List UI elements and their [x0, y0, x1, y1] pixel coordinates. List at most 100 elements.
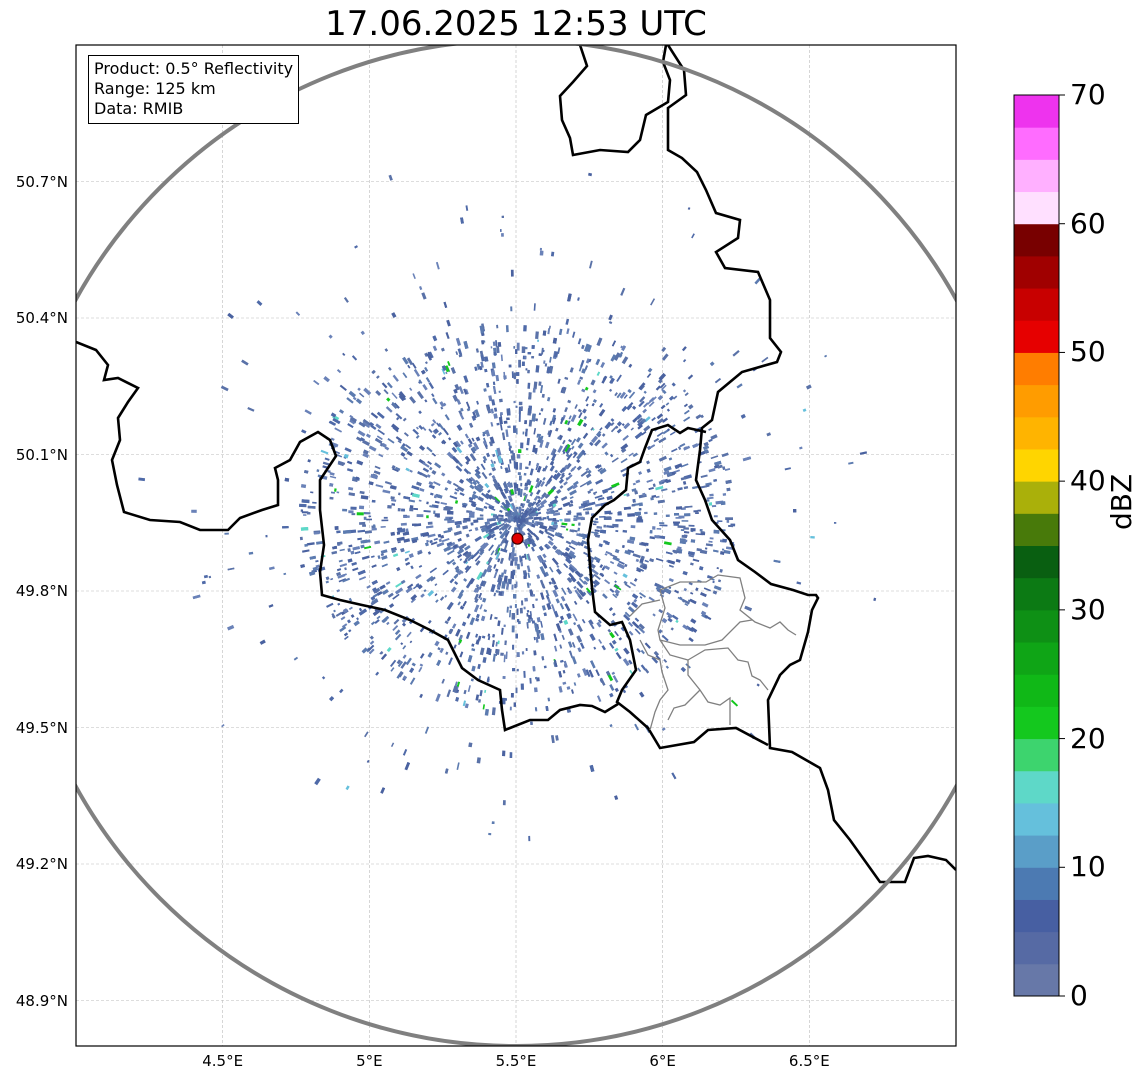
echo-pixel: [610, 418, 615, 422]
echo-pixel: [495, 525, 500, 530]
echo-pixel: [418, 379, 423, 384]
echo-pixel: [540, 633, 545, 641]
echo-pixel: [462, 700, 467, 707]
echo-pixel: [426, 501, 429, 505]
echo-pixel: [425, 361, 428, 365]
echo-pixel: [473, 410, 477, 414]
echo-pixel: [569, 496, 574, 500]
echo-pixel: [612, 612, 616, 617]
echo-pixel: [609, 560, 615, 565]
echo-pixel: [643, 425, 651, 432]
echo-pixel: [341, 623, 348, 628]
echo-pixel: [594, 534, 601, 538]
echo-pixel: [447, 558, 455, 565]
echo-pixel: [623, 647, 630, 655]
echo-pixel: [448, 437, 452, 441]
echo-pixel: [431, 393, 435, 398]
echo-pixel: [645, 548, 650, 553]
echo-pixel: [396, 659, 402, 665]
echo-pixel: [221, 723, 225, 728]
echo-pixel: [486, 534, 493, 541]
echo-pixel: [454, 681, 458, 687]
echo-pixel: [649, 530, 653, 534]
echo-pixel: [482, 704, 485, 710]
echo-pixel: [531, 413, 536, 422]
echo-pixel: [598, 619, 602, 624]
echo-pixel: [529, 511, 538, 517]
echo-pixel: [684, 409, 690, 415]
echo-pixel: [480, 354, 485, 362]
echo-pixel: [695, 587, 699, 592]
echo-pixel: [468, 499, 476, 505]
echo-pixel: [602, 488, 608, 494]
echo-pixel: [578, 522, 581, 526]
echo-pixel: [325, 576, 330, 581]
echo-pixel: [328, 334, 333, 339]
echo-pixel: [405, 586, 413, 594]
canton-boundaries: [629, 574, 797, 731]
echo-pixel: [462, 550, 469, 556]
echo-pixel: [552, 589, 559, 598]
echo-pixel: [506, 582, 510, 590]
echo-pixel: [408, 499, 416, 503]
echo-pixel: [477, 436, 481, 441]
echo-pixel: [516, 519, 524, 526]
echo-pixel: [524, 597, 529, 602]
echo-pixel: [554, 532, 561, 538]
echo-pixel: [434, 593, 438, 597]
echo-pixel: [585, 473, 592, 479]
echo-pixel: [426, 446, 433, 453]
echo-pixel: [492, 514, 497, 518]
echo-pixel: [674, 589, 680, 594]
echo-pixel: [455, 351, 459, 356]
echo-pixel: [409, 640, 413, 644]
echo-pixel: [525, 499, 531, 504]
echo-pixel: [725, 517, 733, 520]
echo-pixel: [687, 374, 694, 380]
echo-pixel: [681, 534, 688, 539]
echo-pixel: [618, 511, 622, 514]
echo-pixel: [342, 508, 348, 512]
admin-borders: [629, 574, 797, 731]
echo-pixel: [594, 464, 600, 469]
echo-pixel: [726, 546, 733, 550]
echo-pixel: [721, 548, 725, 551]
echo-pixel: [547, 540, 554, 546]
echo-pixel: [695, 414, 702, 420]
echo-pixel: [644, 511, 648, 515]
echo-pixel: [523, 575, 527, 580]
echo-pixel: [594, 494, 603, 499]
echo-pixel: [471, 648, 476, 652]
echo-pixel: [562, 444, 568, 453]
echo-pixel: [496, 346, 500, 354]
echo-pixel: [313, 379, 320, 386]
echo-pixel: [467, 554, 475, 562]
echo-pixel: [548, 525, 557, 531]
echo-pixel: [386, 647, 392, 653]
echo-pixel: [427, 551, 432, 555]
echo-pixel: [446, 451, 454, 459]
echo-pixel: [384, 480, 392, 485]
echo-pixel: [498, 575, 502, 581]
echo-pixel: [528, 485, 534, 493]
echo-pixel: [504, 640, 507, 646]
echo-pixel: [722, 466, 726, 471]
lat-tick-label: 49.5°N: [15, 718, 68, 737]
echo-pixel: [395, 633, 402, 641]
echo-pixel: [833, 522, 837, 524]
echo-pixel: [513, 460, 516, 469]
echo-pixel: [417, 470, 423, 476]
echo-pixel: [467, 655, 473, 663]
echo-pixel: [568, 563, 577, 572]
echo-pixel: [584, 343, 590, 352]
echo-pixel: [627, 621, 634, 627]
echo-pixel: [489, 614, 493, 620]
echo-pixel: [499, 533, 505, 540]
echo-pixel: [500, 517, 503, 520]
echo-pixel: [543, 360, 546, 364]
echo-pixel: [508, 447, 512, 451]
echo-pixel: [568, 545, 576, 550]
echo-pixel: [480, 361, 484, 368]
echo-pixel: [873, 597, 877, 602]
echo-pixel: [446, 319, 451, 327]
